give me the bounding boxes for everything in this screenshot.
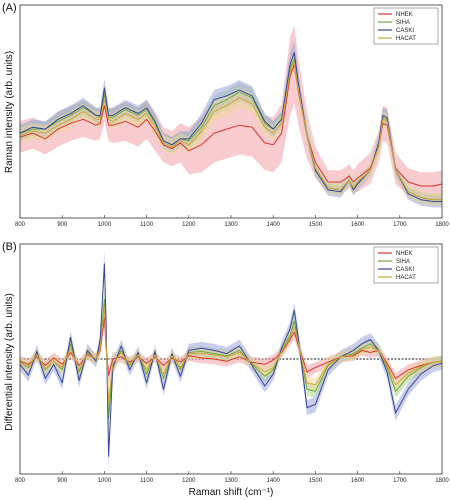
- panel-a-plot-area: [19, 25, 443, 208]
- x-tick-label: 1000: [98, 222, 112, 228]
- x-tick-label: 1200: [182, 222, 196, 228]
- x-tick-label: 900: [57, 478, 68, 484]
- x-tick-label: 1300: [224, 222, 238, 228]
- series-line-nhek: [19, 317, 443, 379]
- x-tick-label: 1700: [393, 478, 407, 484]
- x-tick-label: 1400: [267, 478, 281, 484]
- series-line-caski: [19, 263, 443, 457]
- legend-label-caski: CASKI: [396, 28, 414, 34]
- legend-label-hacat: HACAT: [396, 275, 416, 281]
- panel-b-x-ticks: 800 900 1000 1100 1200 1300 1400 1500 1600 1700 18…: [15, 471, 449, 484]
- panel-a-y-axis-label: Raman intensity (arb. units): [4, 51, 15, 173]
- legend-label-hacat: HACAT: [396, 36, 416, 42]
- panel-a-legend: NHEK SIHA CASKI HACAT: [373, 7, 439, 45]
- series-line-siha: [19, 299, 443, 419]
- x-tick-label: 1000: [98, 478, 112, 484]
- x-tick-label: 1700: [393, 222, 407, 228]
- x-tick-label: 1400: [267, 222, 281, 228]
- panel-b-label: (B): [2, 241, 17, 253]
- legend-label-siha: SIHA: [396, 259, 410, 265]
- x-tick-label: 1500: [309, 478, 323, 484]
- x-tick-label: 800: [15, 222, 26, 228]
- panel-a-label: (A): [2, 2, 17, 14]
- series-line-hacat: [19, 62, 442, 201]
- x-tick-label: 1100: [140, 478, 154, 484]
- x-tick-label: 900: [57, 222, 68, 228]
- panel-b-plot-area: [19, 250, 443, 470]
- x-tick-label: 1800: [435, 222, 449, 228]
- legend-label-nhek: NHEK: [396, 251, 413, 257]
- x-tick-label: 1100: [140, 222, 154, 228]
- panel-b-legend: NHEK SIHA CASKI HACAT: [373, 246, 439, 284]
- x-axis-label: Raman shift (cm⁻¹): [189, 487, 274, 498]
- panel-b-y-axis-label: Differential intensity (arb. units): [4, 293, 15, 431]
- x-tick-label: 1300: [224, 478, 238, 484]
- x-tick-label: 1200: [182, 478, 196, 484]
- x-tick-label: 1500: [309, 222, 323, 228]
- legend-label-siha: SIHA: [396, 20, 410, 26]
- panel-a-x-ticks: 800 900 1000 1100 1200 1300 1400 1500 1600 1700 18…: [15, 215, 449, 228]
- x-tick-label: 1600: [351, 478, 365, 484]
- legend-label-caski: CASKI: [396, 267, 414, 273]
- series-line-hacat: [19, 306, 443, 403]
- series-line-caski: [19, 52, 442, 203]
- x-tick-label: 1600: [351, 222, 365, 228]
- legend-label-nhek: NHEK: [396, 12, 413, 18]
- panel-a: (A) Raman intensity (arb. units) 800 900 1…: [2, 2, 449, 228]
- band-hacat: [20, 298, 442, 411]
- x-tick-label: 800: [15, 478, 26, 484]
- x-tick-label: 1800: [435, 478, 449, 484]
- panel-b: (B) Differential intensity (arb. units) …: [2, 241, 449, 498]
